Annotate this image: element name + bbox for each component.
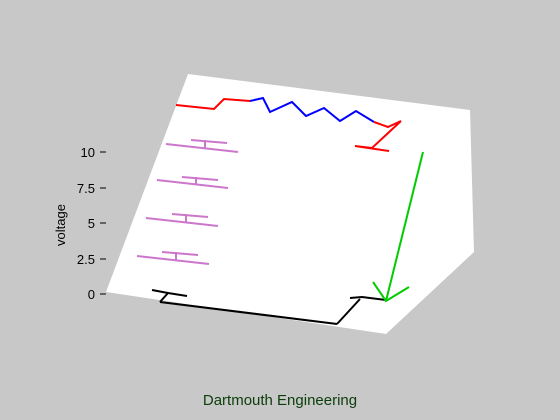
resistor-right-wire	[354, 120, 402, 152]
resistor	[175, 96, 402, 152]
y-tick-label-10: 10	[81, 145, 95, 160]
footer-text: Dartmouth Engineering	[202, 392, 358, 409]
resistor-zigzag	[249, 96, 375, 123]
ground-wire	[151, 289, 387, 325]
y-axis-label: voltage	[53, 204, 68, 246]
resistor-left-wire	[175, 97, 251, 111]
y-tick-label-5: 5	[88, 216, 95, 231]
ground-left-post	[159, 292, 169, 303]
current-arrow	[372, 151, 424, 303]
arrow-shaft	[385, 151, 424, 302]
y-tick-label-7.5: 7.5	[77, 181, 95, 196]
arrow-head	[372, 281, 410, 303]
capacitor-2	[156, 176, 229, 189]
y-axis: 0 2.5 5 7.5 10 voltage	[53, 145, 106, 302]
capacitor-1	[165, 139, 239, 153]
capacitor-3	[145, 213, 219, 227]
capacitor-stack	[136, 139, 239, 265]
ground-bottom-wire	[159, 301, 338, 325]
y-tick-label-2.5: 2.5	[77, 252, 95, 267]
ground-right-post	[336, 298, 361, 325]
plot-plane	[106, 74, 474, 334]
capacitor-4	[136, 251, 210, 265]
y-tick-label-0: 0	[88, 287, 95, 302]
ground-right-stub	[349, 295, 387, 301]
